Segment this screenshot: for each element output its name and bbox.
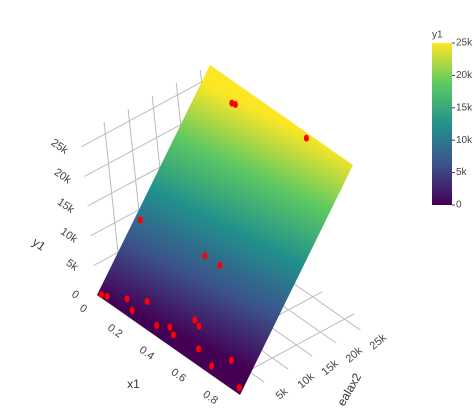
colorbar-tick-label: 15k <box>456 102 473 113</box>
x-axis-label: x1 <box>127 377 140 391</box>
x-tick-label: 0.6 <box>169 366 188 385</box>
z-tick-label: 0 <box>69 288 81 301</box>
z-tick-label: 5k <box>64 257 81 274</box>
surface <box>97 65 353 395</box>
y-tick-label: 20k <box>344 344 366 365</box>
data-point <box>171 331 177 339</box>
colorbar-tick-label: 5k <box>456 167 468 178</box>
z-tick-label: 10k <box>58 226 80 246</box>
data-point <box>154 321 160 329</box>
grid-line <box>81 76 212 148</box>
x-tick-label: 0.8 <box>200 389 219 408</box>
x-tick-label: 0 <box>77 302 89 315</box>
data-point <box>232 101 238 109</box>
data-point <box>196 345 202 353</box>
x-tick-label: 0.2 <box>105 322 124 341</box>
y-tick-label: 10k <box>295 370 317 391</box>
data-point <box>192 316 198 324</box>
data-point <box>98 291 104 299</box>
colorbar-tick-label: 0 <box>456 200 462 211</box>
colorbar-tick-label: 25k <box>456 38 473 49</box>
colorbar-title: y1 <box>432 30 443 41</box>
data-point <box>167 323 173 331</box>
data-point <box>236 384 242 392</box>
colorbar-tick-label: 20k <box>456 70 473 81</box>
data-point <box>144 297 150 305</box>
z-axis-label: y1 <box>30 235 49 254</box>
data-point <box>129 306 135 314</box>
data-point <box>196 322 202 330</box>
data-point <box>228 356 234 364</box>
data-point <box>303 134 309 142</box>
z-tick-label: 15k <box>55 196 77 216</box>
y-tick-label: 5k <box>274 385 291 402</box>
z-tick-label: 25k <box>49 137 71 157</box>
data-point <box>209 362 215 370</box>
data-point <box>137 216 143 224</box>
data-point <box>217 261 223 269</box>
y-tick-label: 25k <box>368 332 390 353</box>
data-point <box>124 295 130 303</box>
data-point <box>104 292 110 300</box>
colorbar <box>432 43 452 205</box>
y-tick-label: 15k <box>320 357 342 378</box>
colorbar-tick-label: 10k <box>456 135 473 146</box>
x-tick-label: 0.4 <box>137 344 156 363</box>
z-tick-label: 20k <box>52 166 74 186</box>
data-point <box>202 252 208 260</box>
y-axis-label: ealax2 <box>334 370 364 408</box>
